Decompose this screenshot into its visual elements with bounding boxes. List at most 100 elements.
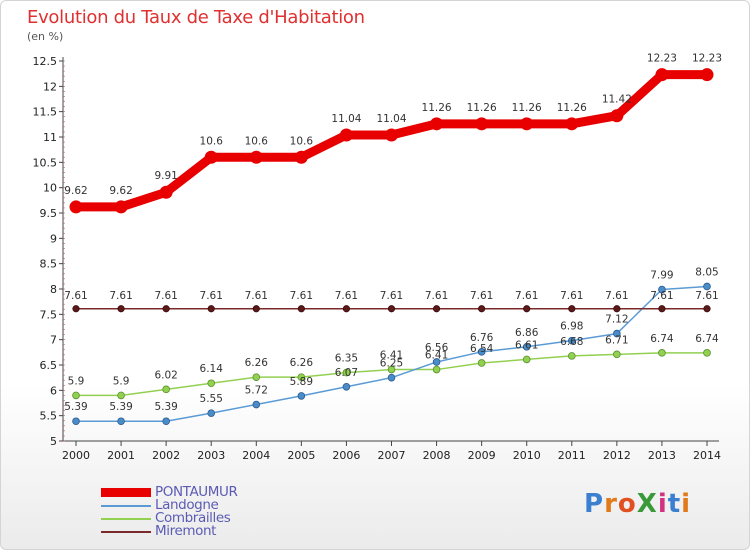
legend-swatch-combrailles — [101, 518, 151, 520]
y-tick-label: 8 — [50, 283, 57, 296]
data-label-pontaumur: 10.6 — [200, 135, 224, 147]
data-label-landogne: 6.56 — [425, 342, 449, 354]
logo-letter: P — [584, 489, 605, 519]
y-tick-label: 9 — [50, 232, 57, 245]
y-tick-label: 6.5 — [40, 359, 58, 372]
logo-letter: i — [681, 489, 692, 519]
point-landogne — [432, 358, 441, 366]
data-label-landogne: 7.99 — [650, 270, 673, 282]
legend-label: Miremont — [155, 523, 217, 539]
point-miremont — [613, 305, 621, 313]
point-pontaumur — [69, 200, 83, 214]
data-label-miremont: 7.61 — [290, 290, 313, 302]
data-label-combrailles: 6.61 — [515, 339, 538, 351]
data-label-pontaumur: 11.04 — [331, 113, 361, 125]
x-tick-label: 2013 — [648, 449, 676, 462]
data-label-combrailles: 6.26 — [290, 357, 314, 369]
logo-letter: r — [604, 489, 618, 519]
x-tick-label: 2004 — [242, 449, 270, 462]
data-label-combrailles: 6.02 — [154, 369, 177, 381]
legend-label: Combrailles — [155, 510, 231, 526]
point-pontaumur — [700, 68, 714, 82]
x-tick-label: 2009 — [468, 449, 496, 462]
data-label-landogne: 8.05 — [695, 266, 718, 278]
data-label-pontaumur: 11.42 — [602, 94, 632, 106]
legend-swatch-miremont — [101, 531, 151, 533]
point-miremont — [342, 305, 351, 313]
point-combrailles — [387, 365, 396, 374]
logo-letter: t — [667, 489, 682, 519]
point-pontaumur — [204, 150, 218, 164]
point-pontaumur — [294, 150, 308, 164]
data-label-combrailles: 5.9 — [113, 375, 130, 387]
data-label-landogne: 6.98 — [560, 321, 583, 333]
logo-letter: i — [657, 489, 668, 519]
point-miremont — [117, 305, 125, 313]
point-miremont — [568, 305, 576, 313]
point-pontaumur — [520, 117, 534, 131]
data-label-landogne: 5.39 — [64, 401, 87, 413]
y-tick-label: 12.5 — [33, 55, 58, 68]
y-tick-label: 8.5 — [40, 258, 58, 271]
point-pontaumur — [339, 128, 353, 142]
data-label-landogne: 5.89 — [290, 376, 313, 388]
data-label-landogne: 6.76 — [470, 332, 494, 344]
point-miremont — [432, 305, 441, 313]
data-label-pontaumur: 9.62 — [109, 185, 132, 197]
data-label-combrailles: 6.74 — [695, 333, 719, 345]
point-landogne — [117, 417, 125, 426]
point-pontaumur — [159, 185, 173, 199]
data-label-miremont: 7.61 — [425, 290, 448, 302]
point-miremont — [297, 305, 305, 313]
y-tick-label: 11 — [43, 131, 57, 144]
logo-letter: X — [636, 489, 658, 519]
point-landogne — [703, 282, 711, 291]
point-combrailles — [703, 349, 711, 357]
point-combrailles — [162, 385, 170, 394]
x-tick-label: 2005 — [287, 449, 315, 462]
data-label-pontaumur: 9.91 — [154, 170, 177, 182]
unit-label: (en %) — [27, 30, 64, 43]
point-combrailles — [252, 373, 261, 381]
data-label-combrailles: 6.71 — [605, 334, 628, 346]
data-label-miremont: 7.61 — [335, 290, 358, 302]
data-label-miremont: 7.61 — [470, 290, 493, 302]
point-landogne — [342, 382, 351, 391]
data-label-combrailles: 6.74 — [650, 333, 674, 345]
point-pontaumur — [565, 117, 579, 131]
point-combrailles — [432, 365, 441, 374]
point-pontaumur — [655, 68, 669, 82]
point-miremont — [478, 305, 486, 313]
point-pontaumur — [430, 117, 444, 131]
data-label-landogne: 5.39 — [154, 401, 177, 413]
data-label-miremont: 7.61 — [64, 290, 87, 302]
point-landogne — [252, 400, 261, 409]
point-combrailles — [567, 352, 576, 360]
point-landogne — [613, 329, 621, 338]
point-landogne — [297, 392, 306, 400]
y-tick-label: 7 — [50, 334, 57, 347]
point-landogne — [207, 409, 216, 417]
y-tick-label: 10 — [43, 182, 57, 195]
point-miremont — [703, 305, 711, 313]
point-landogne — [658, 285, 666, 294]
data-label-miremont: 7.61 — [650, 290, 673, 302]
data-label-combrailles: 6.35 — [335, 353, 358, 365]
x-tick-label: 2001 — [107, 449, 135, 462]
data-label-landogne: 6.07 — [335, 367, 358, 379]
y-tick-label: 6 — [50, 384, 57, 397]
data-label-pontaumur: 11.26 — [557, 102, 587, 114]
x-tick-label: 2000 — [62, 449, 90, 462]
point-landogne — [477, 348, 486, 356]
data-label-miremont: 7.61 — [515, 290, 538, 302]
data-label-pontaumur: 11.26 — [422, 102, 452, 114]
data-label-combrailles: 6.54 — [470, 343, 494, 355]
x-tick-label: 2010 — [513, 449, 541, 462]
legend-swatch-landogne — [101, 505, 151, 507]
point-miremont — [387, 305, 396, 313]
data-label-pontaumur: 11.26 — [512, 102, 542, 114]
data-label-miremont: 7.61 — [380, 290, 403, 302]
data-label-combrailles: 5.9 — [68, 375, 85, 387]
